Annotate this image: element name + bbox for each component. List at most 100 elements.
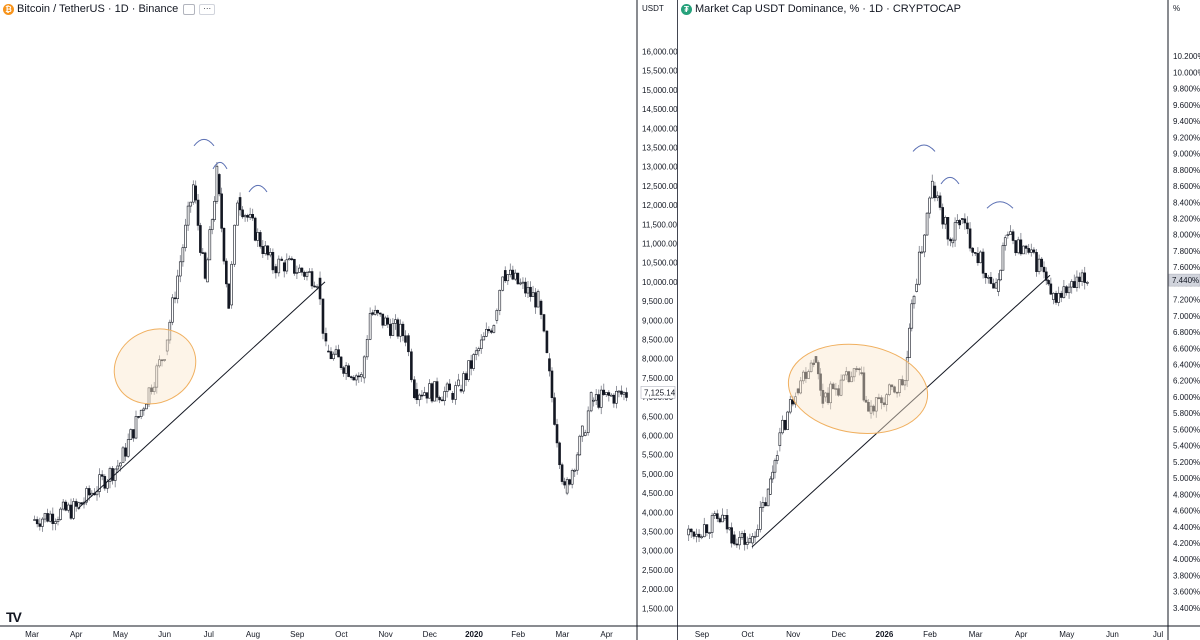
x-tick-label: Mar bbox=[556, 630, 570, 639]
candle-body bbox=[150, 387, 153, 392]
candle-body bbox=[558, 442, 561, 466]
candle-body bbox=[976, 253, 980, 264]
y-tick-label: 4,500.00 bbox=[642, 489, 674, 498]
candle-body bbox=[728, 527, 731, 530]
candle-body bbox=[539, 300, 543, 315]
candle-body bbox=[951, 239, 955, 244]
highlight-ellipse[interactable] bbox=[101, 315, 209, 418]
candle-body bbox=[132, 429, 135, 439]
candle-body bbox=[277, 258, 281, 274]
candle-body bbox=[256, 232, 260, 241]
candle-body bbox=[258, 232, 262, 247]
candle-body bbox=[288, 258, 291, 261]
candle-body bbox=[819, 373, 822, 391]
left-chart-pane[interactable]: USDT 16,000.00 15,500.00 15,000.00 14,500.00… bbox=[0, 0, 678, 640]
candle-body bbox=[334, 349, 338, 355]
y-tick-label: 12,000.00 bbox=[642, 201, 678, 210]
candle-body bbox=[620, 390, 623, 395]
candle-body bbox=[912, 295, 916, 305]
candle-body bbox=[956, 220, 959, 223]
candle-body bbox=[487, 329, 491, 332]
candle-body bbox=[440, 399, 444, 402]
candle-body bbox=[56, 519, 60, 522]
y-tick-label: 4.600% bbox=[1173, 507, 1200, 516]
peak-arc[interactable] bbox=[986, 201, 1014, 209]
x-tick-label: May bbox=[1059, 630, 1074, 639]
candle-body bbox=[850, 376, 853, 383]
candle-body bbox=[887, 384, 891, 396]
candle-body bbox=[941, 207, 945, 225]
candle-body bbox=[339, 356, 343, 368]
candle-body bbox=[953, 222, 957, 241]
eye-icon[interactable] bbox=[183, 3, 196, 15]
candle-body bbox=[1009, 231, 1012, 235]
candle-body bbox=[928, 197, 931, 214]
candle-body bbox=[1057, 292, 1060, 303]
peak-arc[interactable] bbox=[212, 161, 228, 170]
right-chart-canvas[interactable]: % 10.200% 10.000% 9.800% 9.600% 9.400% 9.200% 9… bbox=[678, 0, 1200, 640]
candle-body bbox=[617, 390, 621, 393]
candle-body bbox=[1029, 249, 1033, 253]
candle-body bbox=[1044, 271, 1048, 281]
candle-body bbox=[855, 368, 859, 370]
candle-body bbox=[829, 383, 832, 404]
candle-body bbox=[206, 259, 209, 283]
candle-body bbox=[201, 252, 205, 254]
peak-arc[interactable] bbox=[193, 138, 215, 147]
peak-arc[interactable] bbox=[940, 176, 960, 185]
candle-body bbox=[705, 524, 709, 534]
candle-body bbox=[248, 214, 252, 218]
candle-body bbox=[761, 502, 765, 508]
candle-body bbox=[1059, 292, 1063, 298]
candle-body bbox=[51, 513, 55, 524]
candle-body bbox=[721, 514, 724, 523]
candle-body bbox=[783, 419, 787, 430]
candle-body bbox=[386, 317, 390, 325]
candle-body bbox=[253, 217, 257, 241]
candle-body bbox=[396, 319, 400, 337]
candles-group bbox=[687, 174, 1089, 551]
candle-body bbox=[474, 350, 478, 355]
peak-arc[interactable] bbox=[248, 184, 268, 193]
candle-body bbox=[129, 429, 133, 440]
trendline[interactable] bbox=[751, 274, 1051, 548]
candle-body bbox=[834, 388, 838, 390]
candle-body bbox=[949, 238, 952, 242]
right-chart-pane[interactable]: % 10.200% 10.000% 9.800% 9.600% 9.400% 9.200% 9… bbox=[678, 0, 1200, 640]
candle-body bbox=[516, 272, 520, 285]
candle-body bbox=[293, 258, 296, 274]
more-options-icon[interactable]: ··· bbox=[199, 3, 216, 15]
candle-body bbox=[271, 252, 275, 271]
candle-body bbox=[788, 399, 792, 413]
peak-arc[interactable] bbox=[912, 144, 936, 152]
candle-body bbox=[457, 379, 460, 386]
candle-body bbox=[236, 202, 239, 226]
candle-body bbox=[418, 394, 421, 401]
candle-body bbox=[1001, 245, 1005, 271]
candle-body bbox=[394, 319, 397, 324]
candle-body bbox=[274, 266, 278, 274]
candle-body bbox=[769, 478, 772, 495]
candle-body bbox=[751, 536, 754, 544]
candle-body bbox=[324, 333, 328, 342]
candle-body bbox=[490, 330, 493, 333]
candle-body bbox=[713, 513, 717, 516]
x-tick-label: Jul bbox=[204, 630, 214, 639]
candle-body bbox=[801, 371, 805, 382]
candle-body bbox=[882, 402, 886, 405]
candle-body bbox=[869, 405, 873, 414]
candle-body bbox=[615, 390, 618, 404]
candle-body bbox=[1040, 258, 1044, 268]
y-tick-label: 8,000.00 bbox=[642, 355, 674, 364]
candle-body bbox=[415, 389, 419, 401]
trendline[interactable] bbox=[77, 281, 326, 509]
candle-body bbox=[743, 533, 746, 545]
candle-body bbox=[920, 251, 924, 254]
axis-unit-label: USDT bbox=[642, 4, 664, 13]
y-tick-label: 4,000.00 bbox=[642, 508, 674, 517]
candle-body bbox=[176, 275, 179, 299]
candle-body bbox=[844, 371, 848, 376]
left-chart-canvas[interactable]: USDT 16,000.00 15,500.00 15,000.00 14,500.00… bbox=[0, 0, 678, 640]
highlight-ellipse[interactable] bbox=[783, 336, 934, 443]
candle-body bbox=[766, 488, 770, 507]
